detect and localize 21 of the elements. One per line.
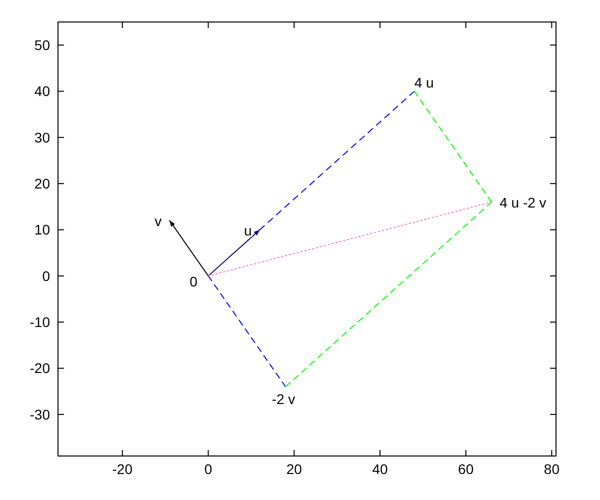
- x-tick-label: 40: [372, 461, 388, 477]
- x-tick-label: 60: [458, 461, 474, 477]
- y-tick-label: 10: [34, 222, 50, 238]
- x-tick-label: 0: [204, 461, 212, 477]
- y-tick-label: -20: [30, 360, 50, 376]
- annotation: 4 u: [414, 74, 434, 90]
- annotation: v: [154, 213, 162, 230]
- y-tick-label: 20: [34, 175, 50, 192]
- x-tick-label: -20: [112, 461, 133, 477]
- annotation: 0: [190, 273, 198, 290]
- y-tick-label: -30: [30, 406, 50, 422]
- annotation: u: [244, 222, 252, 238]
- y-tick-label: -10: [30, 314, 50, 330]
- x-tick-label: 20: [286, 461, 302, 477]
- x-tick-label: 80: [544, 461, 560, 477]
- annotation: -2 v: [272, 391, 296, 408]
- y-tick-label: 40: [34, 83, 50, 100]
- y-tick-label: 0: [42, 268, 50, 284]
- y-tick-label: 30: [34, 129, 50, 146]
- y-tick-label: 50: [34, 36, 50, 53]
- annotation: 4 u -2 v: [500, 194, 546, 211]
